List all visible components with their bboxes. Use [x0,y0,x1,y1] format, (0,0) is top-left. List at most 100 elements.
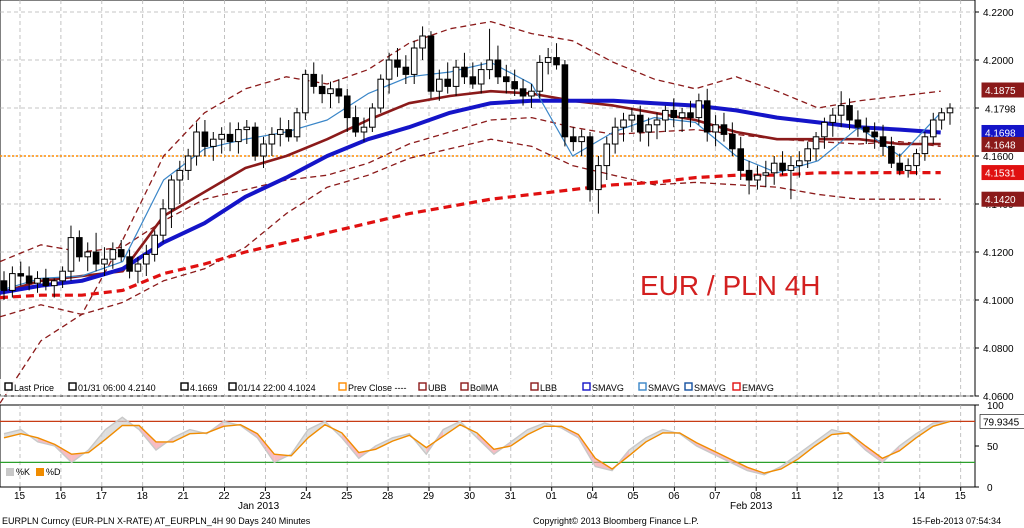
candle-body [327,88,334,95]
y-tick-label: 4.2000 [983,56,1014,67]
candle-body [946,107,954,114]
osc-fill [527,423,545,435]
candle-body [469,76,477,85]
k-legend-swatch [6,468,14,476]
price-tag [981,136,1024,152]
candle-body [678,112,686,119]
candle-body [419,35,426,49]
price-tag-label: 4.1648 [985,140,1016,151]
x-tick-label: 14 [914,491,926,502]
candle-body [603,143,611,167]
osc-fill [4,429,21,438]
osc-fill [477,432,494,455]
candle-body [913,153,920,167]
legend-item: BollMA [470,383,499,393]
legend-swatch [228,382,237,391]
candle-body [184,155,192,171]
stochastic-oscillator [3,416,951,476]
x-tick-label: 18 [137,491,149,502]
legend-item: LBB [540,383,557,393]
legend-item: SMAVG [648,383,680,393]
legend-strip: Last Price 01/31 06:00 4.2140 4.1669 01/14 … [0,379,774,394]
legend-swatch [582,382,591,391]
candle-body [25,275,33,284]
candle-body [653,119,661,126]
x-tick-label: 31 [505,491,517,502]
candle-body [896,162,904,171]
price-tag-label: 4.1531 [985,169,1016,180]
candle-body [854,119,862,128]
candle-body [377,78,385,109]
candle-body [745,169,753,181]
candle-body [461,66,468,78]
x-tick-label: 11 [791,491,802,502]
osc-fill [172,429,190,442]
y-tick-label: 4.0800 [983,344,1014,355]
osc-fill [696,442,714,455]
legend-swatch [460,382,469,391]
x-tick-label: 15 [14,491,26,502]
x-tick-label: 16 [55,491,67,502]
candle-body [268,133,276,145]
candle-body [695,100,703,119]
main-grid [0,0,975,397]
candle-body [260,143,267,157]
legend-item: Last Price [14,383,54,393]
candle-body [720,124,728,135]
candle-body [369,107,376,128]
osc-fill [510,429,528,446]
osc-fill [629,437,646,456]
oscillator-axis: 0 50 100 79.9345 [975,401,1024,494]
candle-body [636,114,644,133]
candle-body [402,66,410,75]
legend-swatch [638,382,647,391]
main-plot-frame [0,0,976,397]
y-tick-label: 4.0600 [983,392,1014,403]
candle-body [343,95,351,119]
candle-body [645,124,652,133]
x-tick-label: 22 [219,491,231,502]
candle-body [285,129,292,138]
x-tick-label: 15 [955,491,967,502]
candle-body [846,105,853,121]
price-tag-label: 4.1420 [985,195,1016,206]
candle-body [938,112,945,121]
price-tag [981,165,1024,181]
candle-body [226,133,234,143]
candle-body [494,59,502,78]
candle-body [812,136,820,150]
candle-body [729,133,736,150]
legend-swatch [530,382,539,391]
candle-body [134,263,142,272]
candle-body [427,35,435,92]
price-tag-label: 4.1875 [985,86,1016,97]
legend-swatch [418,382,427,391]
x-tick-label: 07 [709,491,721,502]
candle-body [486,59,493,71]
legend-swatch [4,382,13,391]
x-tick-label: 25 [341,491,353,502]
x-tick-label: 28 [382,491,394,502]
candle-body [503,76,510,83]
candle-body [302,73,309,114]
candle-body [561,64,569,138]
candle-body [201,131,209,147]
candle-body [444,78,451,87]
candle-body [251,126,259,157]
price-tag [982,101,1024,116]
candle-body [477,69,485,85]
d-line [3,420,951,474]
month-label-jan: Jan 2013 [238,501,280,512]
k-legend-label: %K [16,467,30,477]
candle-body [9,273,16,291]
legend-item: 4.1669 [190,383,218,393]
legend-item: 01/31 06:00 4.2140 [78,383,156,393]
d-legend-swatch [36,468,44,476]
candle-body [837,105,845,116]
candle-body [628,114,636,121]
candle-body [586,136,594,191]
legend-swatch [338,382,347,391]
candle-body [293,112,301,138]
x-tick-label: 12 [832,491,844,502]
osc-fill [375,437,393,450]
